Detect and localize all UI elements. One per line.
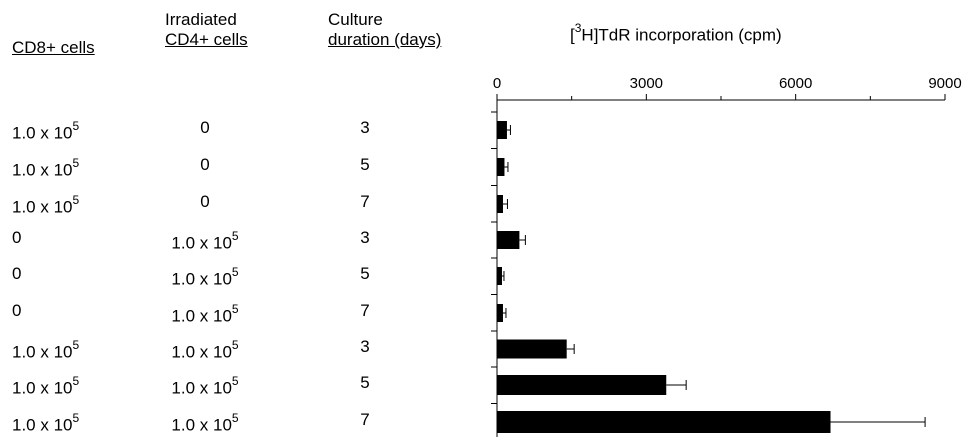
cell-cd4-exponent: 5 [231, 411, 239, 425]
table-header-cd8: CD8+ cells [12, 38, 95, 58]
cell-cd8: 1.0 x 105 [12, 192, 102, 218]
cell-cd8-exponent: 5 [72, 374, 80, 388]
cell-duration: 5 [360, 264, 370, 283]
cell-duration: 7 [360, 301, 370, 320]
chart-title-prefix: [ [570, 25, 575, 45]
cell-cd8: 1.0 x 105 [12, 373, 102, 399]
cell-duration: 5 [360, 373, 370, 392]
cell-cd4: 1.0 x 105 [140, 373, 270, 399]
cell-cd4: 0 [200, 192, 210, 211]
cell-cd8: 0 [12, 228, 22, 247]
cell-cd4-exponent: 5 [231, 229, 239, 243]
cell-cd8-exponent: 5 [72, 338, 80, 352]
cell-cd4: 0 [200, 118, 210, 137]
chart-title-rest: H]TdR incorporation (cpm) [581, 25, 782, 45]
cell-cd8: 1.0 x 105 [12, 337, 102, 363]
cell-cd4: 1.0 x 105 [140, 337, 270, 363]
cell-cd8-exponent: 5 [72, 193, 80, 207]
cell-cd8-base: 1.0 x 10 [12, 342, 73, 362]
bar [497, 231, 520, 249]
cell-cd8: 1.0 x 105 [12, 410, 102, 436]
chart-title: [3H]TdR incorporation (cpm) [570, 20, 782, 46]
cell-cd4: 0 [200, 155, 210, 174]
header-cd8-label: CD8+ cells [12, 38, 95, 57]
x-tick-label: 6000 [779, 75, 812, 92]
bar [497, 267, 502, 285]
cell-cd8: 1.0 x 105 [12, 118, 102, 144]
table-header-cd4: Irradiated CD4+ cells [165, 10, 248, 50]
cell-cd8: 1.0 x 105 [12, 155, 102, 181]
cell-cd4-exponent: 5 [231, 302, 239, 316]
header-duration-line1: Culture [328, 10, 383, 29]
cell-cd8-exponent: 5 [72, 119, 80, 133]
cell-cd4-exponent: 5 [231, 265, 239, 279]
table-header-duration: Culture duration (days) [328, 10, 441, 50]
x-tick-label: 9000 [928, 75, 961, 92]
cell-duration: 7 [360, 410, 370, 429]
cell-cd4: 1.0 x 105 [140, 410, 270, 436]
cell-duration: 3 [360, 337, 370, 356]
x-tick-label: 3000 [630, 75, 663, 92]
cell-duration: 3 [360, 228, 370, 247]
bar [497, 411, 831, 433]
cell-duration: 7 [360, 192, 370, 211]
bar [497, 375, 667, 395]
cell-cd4-base: 1.0 x 10 [171, 306, 232, 326]
cell-cd4: 1.0 x 105 [140, 228, 270, 254]
cell-cd4-base: 1.0 x 10 [171, 342, 232, 362]
cell-cd8: 0 [12, 301, 22, 320]
cell-cd8-base: 1.0 x 10 [12, 378, 73, 398]
header-cd4-line1: Irradiated [165, 10, 237, 29]
bar [497, 158, 505, 176]
cell-cd4: 1.0 x 105 [140, 264, 270, 290]
cell-cd8-base: 1.0 x 10 [12, 415, 73, 435]
cell-cd4-exponent: 5 [231, 374, 239, 388]
cell-cd8-base: 1.0 x 10 [12, 197, 73, 217]
cell-cd4: 1.0 x 105 [140, 301, 270, 327]
header-cd4-line2: CD4+ cells [165, 30, 248, 49]
bar [497, 121, 507, 139]
bar [497, 195, 503, 213]
cell-duration: 3 [360, 118, 370, 137]
cell-cd8: 0 [12, 264, 22, 283]
bar [497, 339, 567, 359]
cell-cd4-exponent: 5 [231, 338, 239, 352]
cell-cd8-base: 1.0 x 10 [12, 160, 73, 180]
chart-title-sup: 3 [574, 21, 582, 35]
cell-cd8-exponent: 5 [72, 411, 80, 425]
cell-cd8-base: 1.0 x 10 [12, 123, 73, 143]
cell-cd4-base: 1.0 x 10 [171, 233, 232, 253]
bar [497, 304, 503, 322]
header-duration-line2: duration (days) [328, 30, 442, 49]
x-tick-label: 0 [493, 75, 501, 92]
cell-cd4-base: 1.0 x 10 [171, 269, 232, 289]
cell-duration: 5 [360, 155, 370, 174]
cell-cd8-exponent: 5 [72, 156, 80, 170]
cell-cd4-base: 1.0 x 10 [171, 378, 232, 398]
cell-cd4-base: 1.0 x 10 [171, 415, 232, 435]
